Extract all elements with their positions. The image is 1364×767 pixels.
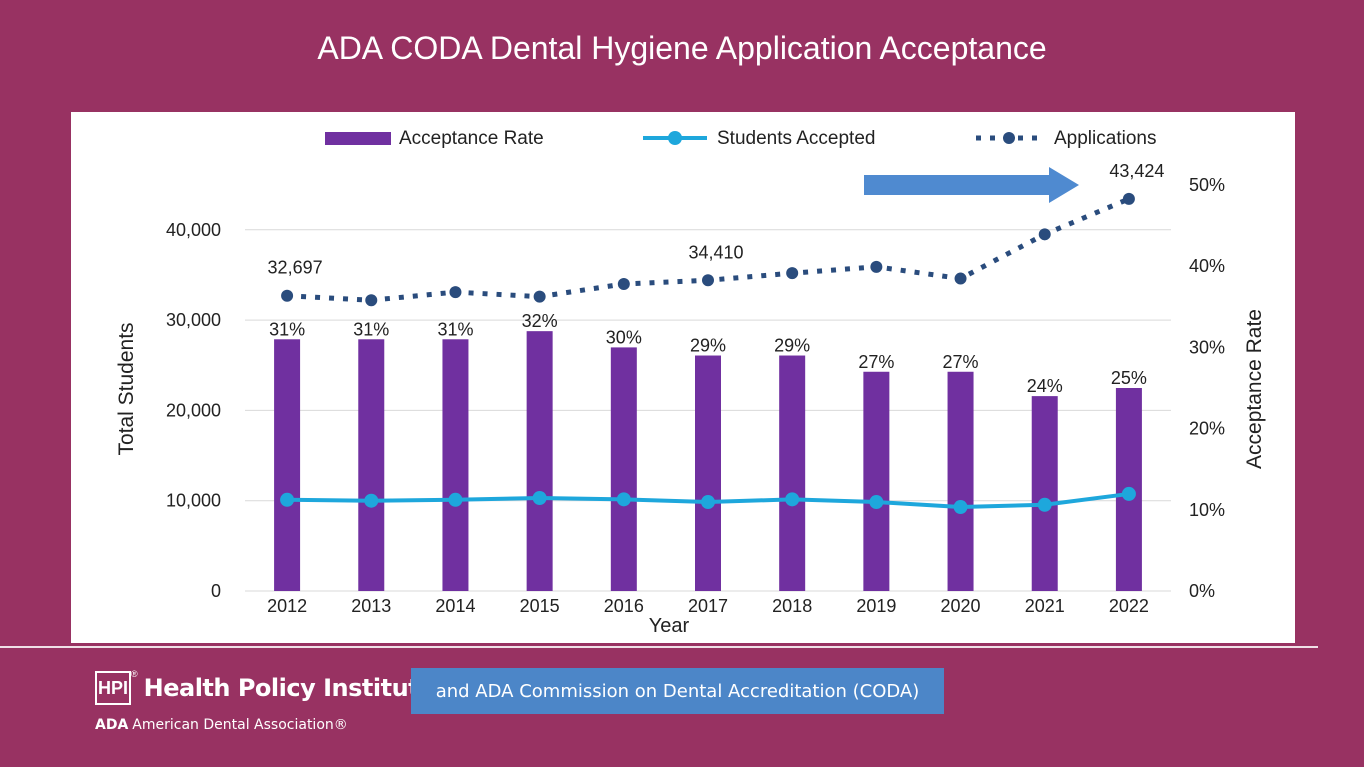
bar xyxy=(526,331,553,591)
applications-point xyxy=(281,289,294,302)
students-accepted-point xyxy=(280,492,295,507)
bar xyxy=(695,355,721,591)
applications-point xyxy=(702,274,714,287)
x-tick-label: 2015 xyxy=(520,596,560,616)
bar xyxy=(274,339,301,591)
x-tick-label: 2022 xyxy=(1109,596,1149,616)
legend-label: Applications xyxy=(1054,128,1156,149)
applications-label: 43,424 xyxy=(1109,161,1164,181)
y-axis-title: Total Students xyxy=(115,322,138,455)
bar xyxy=(1031,396,1058,591)
y-tick-label: 0 xyxy=(211,581,221,601)
ada-name: American Dental Association® xyxy=(132,717,348,733)
y2-tick-label: 20% xyxy=(1189,419,1225,439)
students-accepted-point xyxy=(448,492,463,507)
y2-axis-title: Acceptance Rate xyxy=(1243,309,1266,469)
applications-point xyxy=(533,290,546,303)
applications-point xyxy=(870,260,883,273)
bar-label: 31% xyxy=(437,319,473,339)
y-tick-label: 40,000 xyxy=(166,220,221,240)
bar-label: 30% xyxy=(606,327,642,347)
students-accepted-point xyxy=(869,495,884,510)
bar-label: 27% xyxy=(943,352,979,372)
registered-mark: ® xyxy=(131,669,138,679)
x-tick-label: 2017 xyxy=(688,596,728,616)
students-accepted-point xyxy=(1121,486,1136,501)
divider xyxy=(0,646,1318,648)
applications-label: 34,410 xyxy=(688,242,743,262)
x-tick-label: 2020 xyxy=(941,596,981,616)
students-accepted-point xyxy=(616,492,631,507)
bar xyxy=(442,339,469,591)
applications-point xyxy=(365,294,378,307)
y-tick-label: 30,000 xyxy=(166,310,221,330)
x-tick-label: 2013 xyxy=(351,596,391,616)
bar xyxy=(863,371,890,591)
y2-tick-label: 30% xyxy=(1189,337,1225,357)
applications-point xyxy=(786,267,799,280)
y2-tick-label: 0% xyxy=(1189,581,1215,601)
students-accepted-point xyxy=(701,495,715,510)
x-tick-label: 2012 xyxy=(267,596,307,616)
applications-point xyxy=(954,272,967,285)
bar xyxy=(947,371,974,591)
legend-label: Students Accepted xyxy=(717,128,875,149)
y-tick-label: 10,000 xyxy=(166,491,221,511)
bar-label: 31% xyxy=(269,319,305,339)
x-axis-title: Year xyxy=(649,615,690,637)
x-tick-label: 2021 xyxy=(1025,596,1065,616)
applications-point xyxy=(1038,228,1051,241)
y-tick-label: 20,000 xyxy=(166,400,221,420)
x-tick-label: 2016 xyxy=(604,596,644,616)
bar xyxy=(610,347,637,591)
applications-point xyxy=(449,286,462,299)
x-tick-label: 2014 xyxy=(435,596,475,616)
legend-label: Acceptance Rate xyxy=(399,128,544,149)
bar-label: 25% xyxy=(1111,368,1147,388)
bar-label: 31% xyxy=(353,319,389,339)
students-accepted-point xyxy=(364,493,379,508)
chart: 0 10,000 20,000 30,000 40,000 0% 10% 20% 30% 40% 5… xyxy=(115,128,1266,637)
legend-swatch-acceptance-rate xyxy=(325,132,391,145)
y2-tick-label: 50% xyxy=(1189,175,1225,195)
applications-label: 32,697 xyxy=(268,258,323,278)
bar xyxy=(358,339,385,591)
legend-marker-students-accepted xyxy=(668,131,682,145)
students-accepted-point xyxy=(953,500,968,515)
legend-marker-applications xyxy=(1003,132,1015,144)
hpi-logo-mark: HPI xyxy=(95,671,131,705)
hpi-name: Health Policy Institute xyxy=(143,674,436,702)
students-accepted-point xyxy=(785,492,800,507)
x-tick-label: 2019 xyxy=(856,596,896,616)
bar-label: 29% xyxy=(690,336,726,356)
applications-point xyxy=(617,277,630,290)
bar-label: 24% xyxy=(1027,376,1063,396)
arrow-annotation xyxy=(864,167,1079,203)
coda-note: and ADA Commission on Dental Accreditati… xyxy=(411,668,944,714)
ada-logo: ADA American Dental Association® xyxy=(95,717,435,733)
ada-abbr: ADA xyxy=(95,717,129,733)
bar xyxy=(779,355,806,591)
hpi-logo: HPI ® Health Policy Institute xyxy=(95,669,436,705)
chart-panel: 0 10,000 20,000 30,000 40,000 0% 10% 20% 30% 40% 5… xyxy=(71,112,1295,643)
bar-label: 29% xyxy=(774,336,810,356)
applications-point xyxy=(1122,192,1135,205)
students-accepted-point xyxy=(532,490,547,505)
bar-label: 32% xyxy=(522,311,558,331)
bar-label: 27% xyxy=(858,352,894,372)
y2-tick-label: 40% xyxy=(1189,256,1225,276)
students-accepted-point xyxy=(1037,497,1052,512)
y2-tick-label: 10% xyxy=(1189,500,1225,520)
x-tick-label: 2018 xyxy=(772,596,812,616)
footer: HPI ® Health Policy Institute ADA America… xyxy=(95,669,436,733)
slide-title: ADA CODA Dental Hygiene Application Acce… xyxy=(317,30,1047,66)
